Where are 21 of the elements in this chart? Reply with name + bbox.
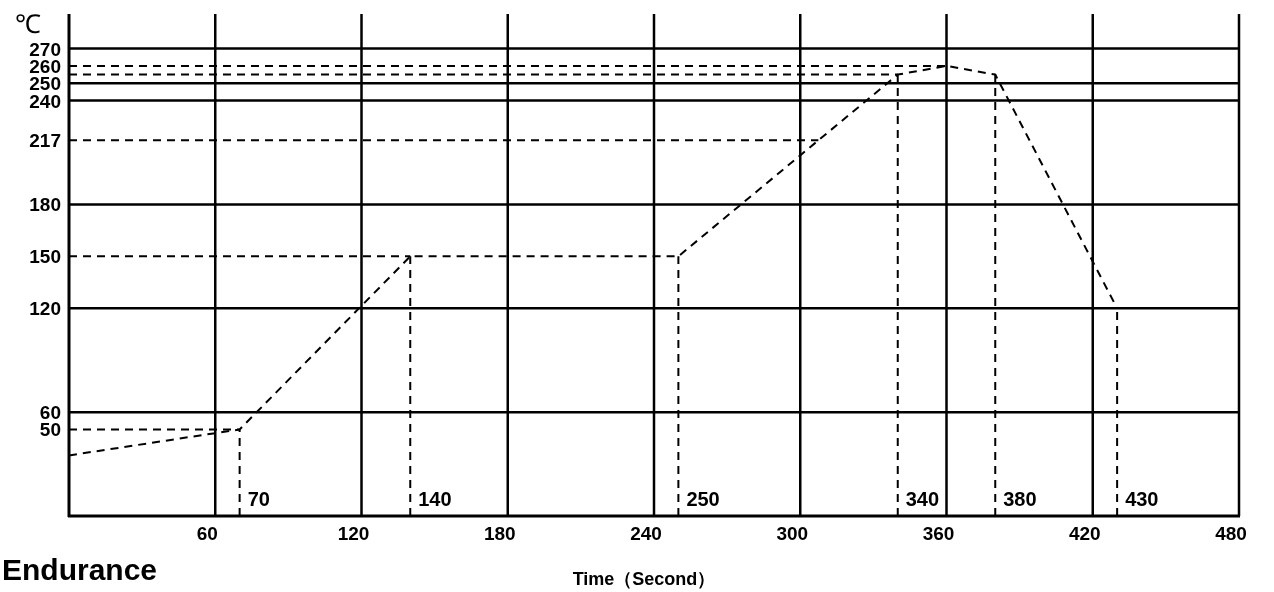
x-tick-label: 360: [922, 523, 955, 544]
y-tick-label: 150: [29, 246, 61, 268]
x-tick-label: 240: [630, 523, 662, 544]
ref-line-label: 70: [247, 488, 270, 510]
ref-line-label: 430: [1125, 488, 1159, 510]
y-tick-label: 120: [29, 298, 61, 320]
ref-line-label: 250: [686, 488, 720, 510]
x-tick-label: 300: [776, 523, 809, 544]
x-tick-label: 480: [1215, 523, 1247, 544]
x-tick-label: 60: [196, 523, 218, 544]
ref-line-label: 380: [1003, 488, 1037, 510]
x-tick-label: 120: [337, 523, 370, 544]
text: Endurance: [2, 553, 158, 586]
ref-line-label: 340: [905, 488, 940, 510]
y-tick-label: 217: [29, 130, 61, 152]
x-axis-title: Time（Second）: [572, 569, 716, 589]
x-tick-label: 180: [483, 523, 516, 544]
ref-line-label: 140: [418, 488, 452, 510]
y-axis-title: ℃: [15, 9, 41, 39]
y-tick-label: 180: [29, 194, 61, 216]
x-tick-label: 420: [1068, 523, 1101, 544]
